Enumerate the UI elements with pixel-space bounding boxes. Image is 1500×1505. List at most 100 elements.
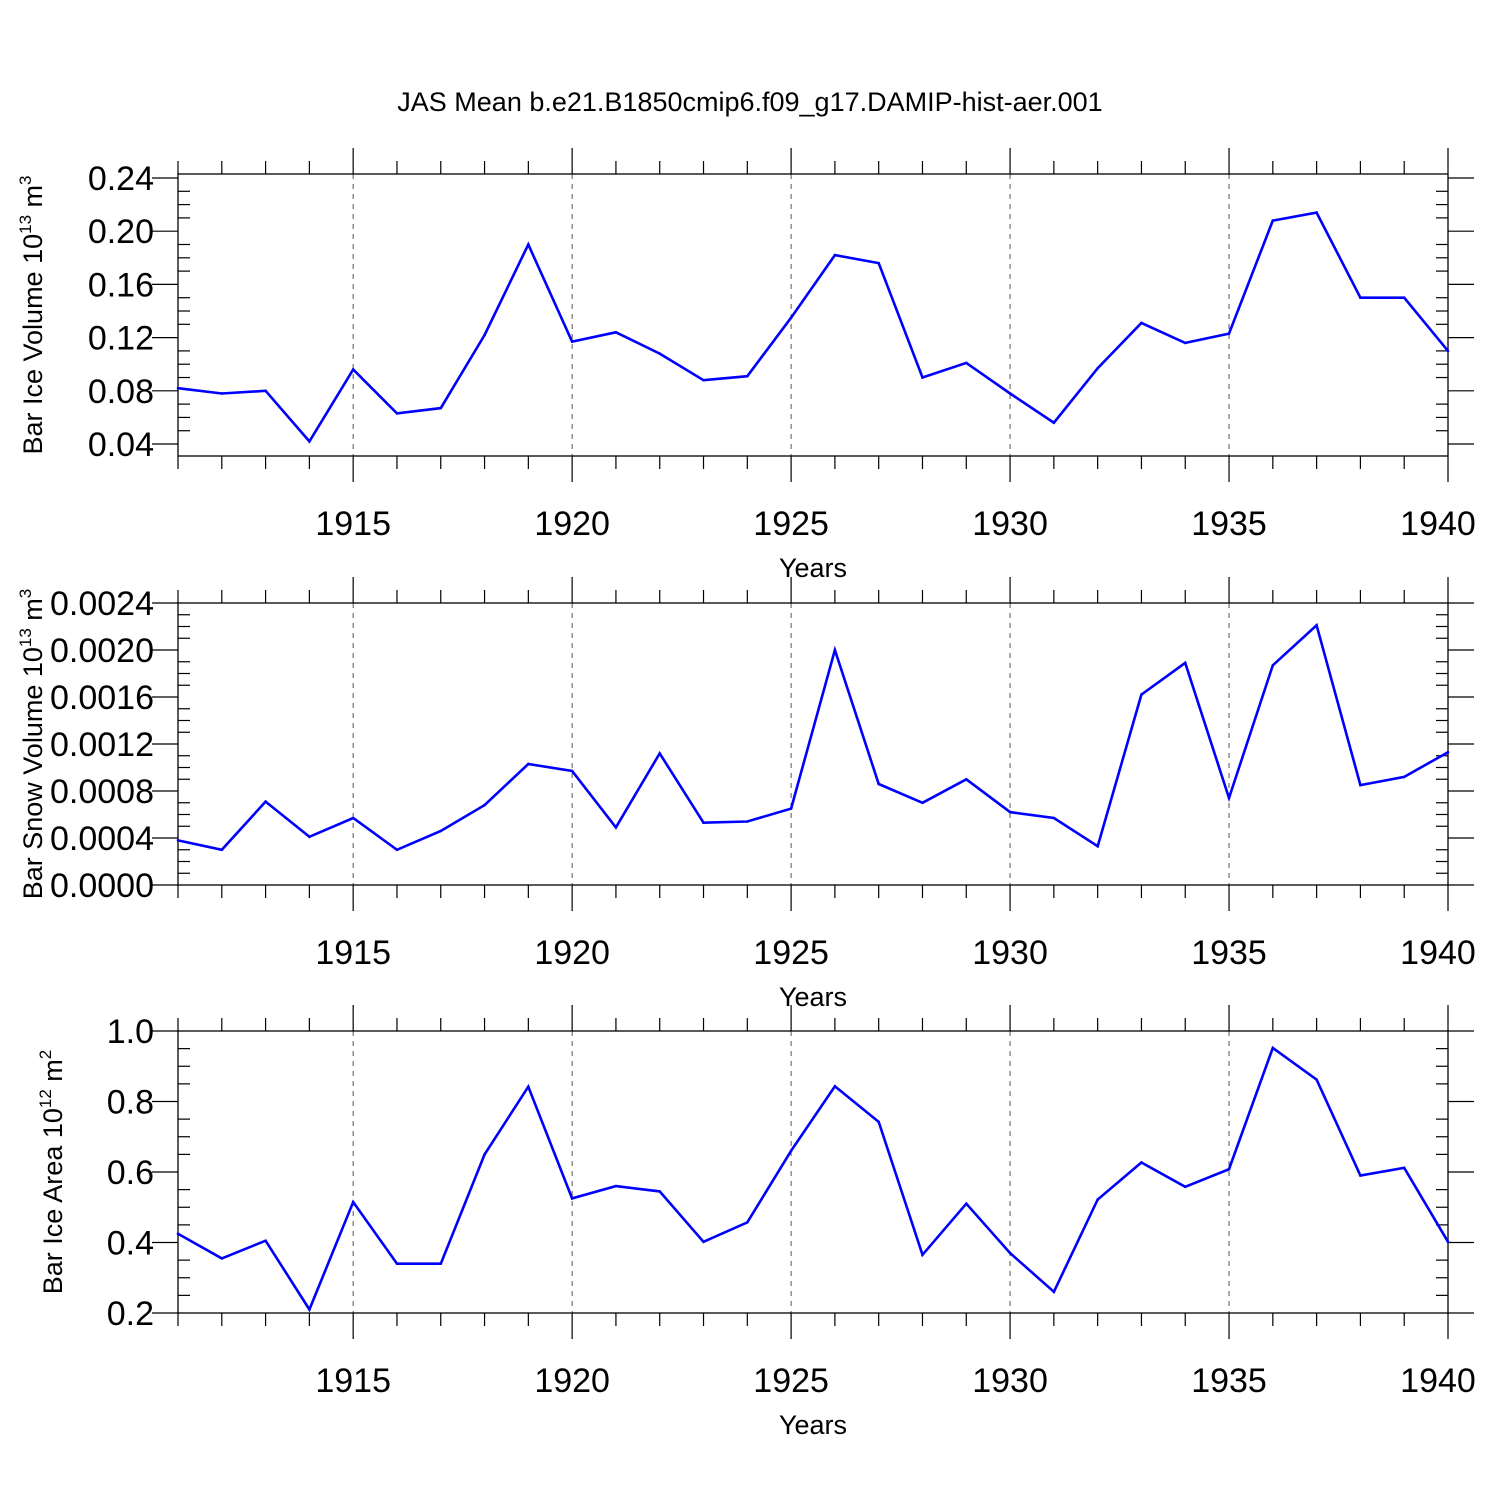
x-tick-label: 1925: [753, 1362, 829, 1400]
data-point: [176, 839, 180, 842]
x-tick-label: 1925: [753, 934, 829, 972]
series-line: [177, 622, 1449, 852]
y-axis-title-text: Bar Ice Volume 10: [18, 234, 48, 455]
plot-frame: [177, 1030, 1449, 1314]
plot-frame: [177, 173, 1449, 457]
data-point: [833, 1085, 837, 1088]
x-tick-label: 1915: [315, 1362, 391, 1400]
data-point: [308, 1308, 311, 1311]
y-axis-title-text: m: [18, 185, 48, 215]
y-axis-title-superscript: 2: [36, 1050, 55, 1059]
y-tick-label: 0.0024: [50, 585, 154, 623]
data-point: [789, 807, 793, 810]
data-point: [1402, 775, 1406, 779]
data-point: [1446, 349, 1450, 353]
data-point: [483, 333, 486, 337]
panel-1: 0.04 0.08 0.12 0.16 0.20 0.24 1915 1920 1925 1930…: [16, 148, 1476, 583]
data-point: [1096, 844, 1099, 848]
x-tick-label: 1920: [534, 1362, 610, 1400]
x-tick-label: 1915: [315, 505, 391, 543]
y-tick-label: 0.4: [107, 1225, 154, 1263]
data-point: [789, 1149, 793, 1153]
data-point: [833, 253, 837, 257]
data-point: [1140, 693, 1143, 696]
x-tick-label: 1935: [1191, 934, 1267, 972]
data-point: [483, 803, 486, 807]
data-point: [395, 1262, 399, 1265]
y-axis-title: Bar Ice Area 1012 m2: [36, 1050, 68, 1295]
data-point: [527, 243, 530, 246]
data-point: [570, 340, 574, 343]
data-point: [570, 1197, 574, 1200]
data-point: [702, 378, 705, 382]
data-point: [264, 1239, 267, 1243]
data-point: [1140, 321, 1143, 325]
y-tick-label: 0.0012: [50, 726, 154, 764]
y-axis-title-superscript: 3: [16, 175, 35, 184]
data-point: [964, 1202, 968, 1206]
y-axis-title-text: m: [18, 598, 48, 628]
data-point: [1359, 1174, 1362, 1177]
data-point: [746, 1221, 749, 1224]
data-point: [1052, 421, 1056, 425]
y-axis-title-superscript: 13: [16, 628, 35, 647]
data-point: [527, 762, 530, 766]
data-point: [1183, 341, 1187, 345]
panels: 0.04 0.08 0.12 0.16 0.20 0.24 1915 1920 1925 1930…: [16, 148, 1476, 1440]
y-tick-label: 0.0000: [50, 867, 154, 905]
data-point: [1227, 796, 1231, 800]
data-point: [1271, 663, 1275, 667]
y-axis-title: Bar Ice Volume 1013 m3: [16, 175, 48, 454]
y-axis-title-text: m: [38, 1059, 68, 1089]
x-tick-label: 1915: [315, 934, 391, 972]
data-point: [1402, 1166, 1406, 1170]
data-point: [351, 816, 355, 820]
data-point: [1183, 661, 1187, 665]
data-point: [483, 1153, 486, 1156]
data-point: [1052, 816, 1056, 820]
series-line: [177, 211, 1450, 444]
data-point: [1052, 1290, 1056, 1294]
y-tick-label: 0.08: [88, 373, 154, 411]
data-point: [570, 769, 574, 773]
data-point: [439, 406, 443, 410]
data-point: [789, 316, 793, 319]
data-point: [1227, 332, 1231, 335]
data-point: [877, 1120, 880, 1124]
data-point: [308, 835, 311, 839]
data-point: [614, 330, 618, 334]
x-tick-label: 1930: [972, 505, 1048, 543]
data-point: [1446, 750, 1450, 754]
data-point: [1008, 392, 1012, 395]
data-point: [395, 848, 399, 852]
x-axis-title: Years: [779, 553, 847, 583]
data-point: [877, 261, 880, 265]
data-point: [614, 826, 618, 829]
y-tick-label: 0.0020: [50, 632, 154, 670]
x-tick-label: 1935: [1191, 505, 1267, 543]
y-axis-title-text: Bar Snow Volume 10: [18, 647, 48, 899]
y-tick-label: 0.04: [88, 426, 154, 464]
x-tick-label: 1930: [972, 934, 1048, 972]
data-point: [1315, 624, 1318, 627]
x-tick-label: 1925: [753, 505, 829, 543]
data-point: [702, 821, 705, 825]
data-point: [746, 374, 749, 378]
data-point: [921, 1253, 924, 1257]
y-axis-title-superscript: 12: [36, 1089, 55, 1108]
x-tick-label: 1940: [1400, 934, 1476, 972]
data-point: [1402, 296, 1406, 300]
data-point: [1096, 1198, 1099, 1201]
data-point: [264, 800, 267, 803]
data-point: [395, 412, 399, 415]
data-point: [220, 1257, 224, 1260]
y-axis-title: Bar Snow Volume 1013 m3: [16, 589, 48, 900]
data-point: [921, 801, 924, 805]
series-line: [177, 1045, 1450, 1313]
y-axis-title-superscript: 3: [16, 589, 35, 598]
data-point: [176, 386, 180, 390]
data-point: [658, 752, 662, 755]
data-point: [264, 389, 267, 393]
data-point: [527, 1085, 530, 1088]
